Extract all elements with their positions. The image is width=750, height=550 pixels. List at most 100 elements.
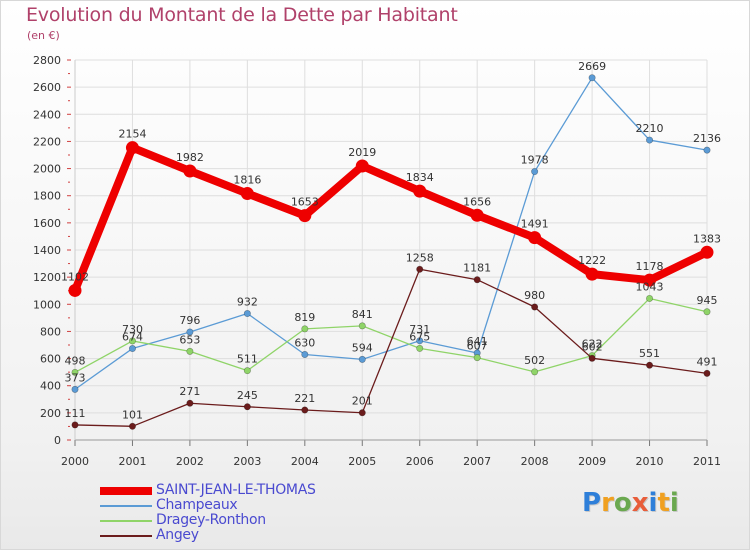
data-label: 675 xyxy=(409,330,430,343)
x-tick-label: 2006 xyxy=(406,455,434,468)
series-line-0 xyxy=(71,143,711,295)
data-point xyxy=(186,347,194,355)
grid-lines xyxy=(74,59,708,441)
series-line-2 xyxy=(74,297,708,374)
data-label: 1102 xyxy=(61,270,89,283)
data-label: 730 xyxy=(122,323,143,336)
data-point xyxy=(646,136,654,144)
data-label: 2136 xyxy=(693,132,721,145)
x-tick-label: 2001 xyxy=(118,455,146,468)
data-label: 622 xyxy=(582,338,603,351)
data-point xyxy=(298,209,312,223)
legend-swatch xyxy=(100,487,152,495)
data-labels-layer: 373 674 796 932 630 594 731 641 1978 2669 2210 2136… xyxy=(61,60,721,422)
data-point xyxy=(588,354,596,362)
data-point xyxy=(128,345,136,353)
series-layer xyxy=(68,74,714,430)
data-label: 607 xyxy=(467,340,488,353)
data-point xyxy=(413,184,427,198)
y-tick-label: 1800 xyxy=(33,190,61,203)
y-tick-label: 1600 xyxy=(33,217,61,230)
data-point xyxy=(473,276,481,284)
data-label: 1653 xyxy=(291,196,319,209)
data-label: 221 xyxy=(294,392,315,405)
logo-letter: t xyxy=(657,488,670,518)
data-label: 1181 xyxy=(463,262,491,275)
data-point xyxy=(71,385,79,393)
data-label: 271 xyxy=(179,385,200,398)
data-label: 1043 xyxy=(636,280,664,293)
data-point xyxy=(186,328,194,336)
chart-title: Evolution du Montant de la Dette par Hab… xyxy=(26,4,458,26)
data-point xyxy=(128,422,136,430)
data-point xyxy=(416,344,424,352)
data-point xyxy=(703,146,711,154)
series-line-3 xyxy=(74,268,708,427)
data-label: 111 xyxy=(65,407,86,420)
data-point xyxy=(358,409,366,417)
axes: 0 200 400 600 800 1000 1200 1400 1600 1800 2000 220… xyxy=(33,54,721,468)
x-tick-label: 2005 xyxy=(348,455,376,468)
data-point xyxy=(358,322,366,330)
data-point xyxy=(243,367,251,375)
data-label: 841 xyxy=(352,308,373,321)
data-label: 373 xyxy=(65,371,86,384)
data-point xyxy=(531,303,539,311)
legend-label: Dragey-Ronthon xyxy=(156,512,266,528)
data-label: 674 xyxy=(122,331,143,344)
y-tick-label: 600 xyxy=(40,353,61,366)
data-label: 498 xyxy=(65,354,86,367)
legend-label: Angey xyxy=(156,527,199,543)
data-point xyxy=(358,355,366,363)
data-label: 594 xyxy=(352,341,373,354)
data-label: 980 xyxy=(524,289,545,302)
y-tick-label: 2800 xyxy=(33,54,61,67)
y-tick-label: 2400 xyxy=(33,108,61,121)
y-tick-label: 1000 xyxy=(33,298,61,311)
data-label: 491 xyxy=(697,355,718,368)
logo-letter: i xyxy=(669,488,679,518)
data-point xyxy=(355,159,369,173)
y-tick-label: 1200 xyxy=(33,271,61,284)
data-label: 101 xyxy=(122,408,143,421)
data-point xyxy=(301,406,309,414)
x-tick-label: 2008 xyxy=(521,455,549,468)
data-label: 201 xyxy=(352,395,373,408)
data-point xyxy=(473,354,481,362)
y-tick-label: 0 xyxy=(54,434,61,447)
data-point xyxy=(128,337,136,345)
x-tick-label: 2000 xyxy=(61,455,89,468)
data-point xyxy=(71,421,79,429)
legend-label: SAINT-JEAN-LE-THOMAS xyxy=(156,482,316,498)
data-label: 1178 xyxy=(636,260,664,273)
logo-letter: P xyxy=(582,488,602,518)
y-tick-label: 200 xyxy=(40,407,61,420)
logo-letter: i xyxy=(648,488,658,518)
data-label: 2210 xyxy=(636,122,664,135)
data-label: 1978 xyxy=(521,154,549,167)
y-tick-label: 2600 xyxy=(33,81,61,94)
data-point xyxy=(71,368,79,376)
data-point xyxy=(416,265,424,273)
data-point xyxy=(243,310,251,318)
data-label: 602 xyxy=(582,340,603,353)
data-label: 1816 xyxy=(233,174,261,187)
x-tick-label: 2010 xyxy=(636,455,664,468)
data-point xyxy=(243,403,251,411)
data-point xyxy=(125,141,139,155)
x-tick-label: 2007 xyxy=(463,455,491,468)
data-label: 1656 xyxy=(463,195,491,208)
y-tick-label: 400 xyxy=(40,380,61,393)
y-tick-label: 1400 xyxy=(33,244,61,257)
data-label: 1222 xyxy=(578,254,606,267)
data-point xyxy=(183,164,197,178)
x-tick-label: 2004 xyxy=(291,455,319,468)
legend-swatch xyxy=(100,505,152,507)
data-label: 1491 xyxy=(521,218,549,231)
data-point xyxy=(531,168,539,176)
data-point xyxy=(416,337,424,345)
y-tick-label: 2000 xyxy=(33,163,61,176)
data-label: 1258 xyxy=(406,251,434,264)
data-point xyxy=(588,74,596,82)
data-label: 1383 xyxy=(693,232,721,245)
